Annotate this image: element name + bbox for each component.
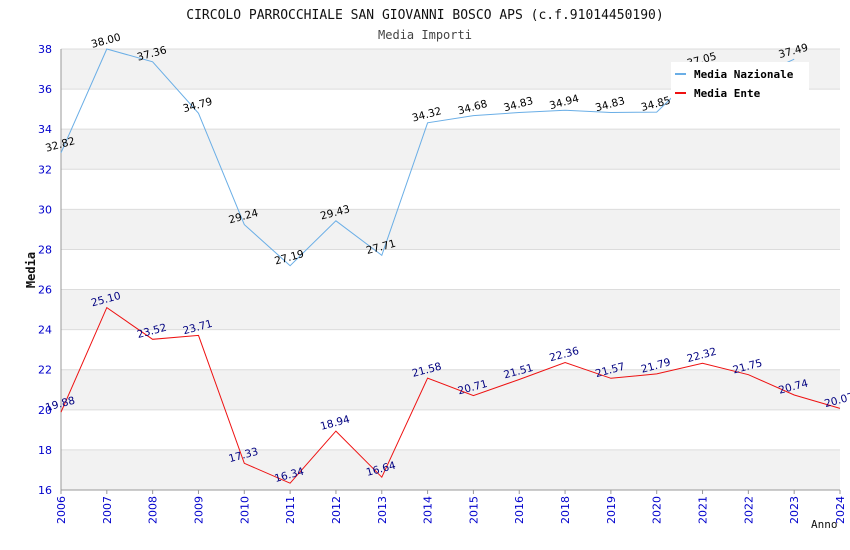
x-tick-label: 2015 [467,496,480,524]
y-tick-label: 32 [38,163,52,176]
x-tick-label: 2013 [376,496,389,524]
x-tick-label: 2019 [605,496,618,524]
x-tick-label: 2024 [834,496,847,524]
data-label: 18.94 [319,413,351,432]
chart-subtitle: Media Importi [378,28,472,42]
chart-title: CIRCOLO PARROCCHIALE SAN GIOVANNI BOSCO … [186,8,663,23]
series-lines [60,48,841,484]
axes [60,49,841,494]
legend-label: Media Nazionale [694,68,794,81]
x-tick-label: 2023 [788,496,801,524]
legend-box [671,62,809,100]
data-label: 19.88 [44,395,76,414]
data-label: 38.00 [90,31,122,50]
x-tick-label: 2011 [284,496,297,524]
gridlines [61,48,840,491]
background-band [61,209,840,250]
y-axis-ticks: 16 18 20 22 24 26 28 30 32 34 36 38 [38,43,52,497]
x-axis-label: Anno [811,518,838,531]
data-label: 34.85 [640,95,672,114]
series-line-media-ente [60,306,841,484]
y-axis-label: Media [24,252,38,288]
x-tick-label: 2018 [559,496,572,524]
y-tick-label: 30 [38,203,52,216]
data-label: 34.83 [594,95,626,114]
x-tick-label: 2008 [147,496,160,524]
background-band [61,369,840,410]
y-tick-label: 36 [38,83,52,96]
x-tick-label: 2020 [651,496,664,524]
x-tick-label: 2014 [422,496,435,524]
y-tick-label: 20 [38,404,52,417]
background-band [61,449,840,490]
x-tick-label: 2007 [101,496,114,524]
legend-label: Media Ente [694,87,761,100]
y-tick-label: 38 [38,43,52,56]
x-tick-label: 2022 [742,496,755,524]
x-tick-label: 2021 [697,496,710,524]
x-tick-label: 2006 [55,496,68,524]
x-tick-label: 2009 [192,496,205,524]
legend: Media Nazionale Media Ente [671,62,809,100]
data-label: 34.83 [502,95,534,114]
x-tick-label: 2016 [513,496,526,524]
y-tick-label: 18 [38,444,52,457]
y-tick-label: 26 [38,284,52,297]
x-axis-ticks: 2006 2007 2008 2009 2010 2011 2012 2013 2014 2015… [55,496,847,524]
data-label: 22.36 [548,345,580,364]
background-band [61,289,840,330]
background-bands [61,49,840,490]
data-label: 34.94 [548,93,580,112]
y-tick-label: 22 [38,364,52,377]
x-tick-label: 2010 [238,496,251,524]
data-label: 22.32 [686,346,718,365]
background-band [61,129,840,170]
y-tick-label: 24 [38,324,52,337]
y-tick-label: 34 [38,123,52,136]
y-tick-label: 28 [38,243,52,256]
y-tick-label: 16 [38,484,52,497]
x-tick-label: 2012 [330,496,343,524]
